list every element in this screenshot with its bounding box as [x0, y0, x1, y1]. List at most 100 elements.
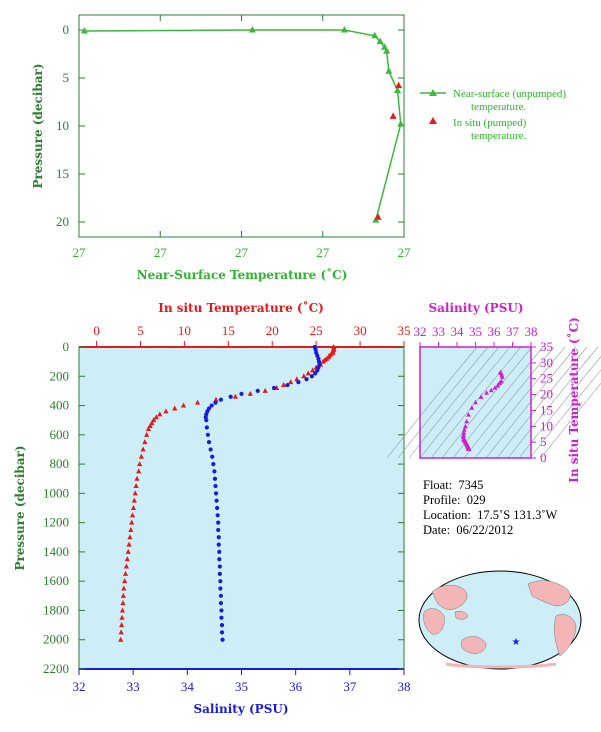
- ts-point: [492, 385, 498, 390]
- near-surface-chart: 0 5 10 15 20 27 27 27 27 27 Pressure (decibar) N…: [31, 14, 566, 282]
- salinity-point: [204, 425, 209, 430]
- temperature-point: [138, 453, 144, 459]
- map-africa-india: [423, 608, 445, 635]
- ts-point: [478, 394, 484, 399]
- in-situ-point: [389, 112, 397, 119]
- density-contour: [441, 346, 533, 459]
- top-x-tick-label: 27: [316, 245, 330, 260]
- location-value: 17.5˚S 131.3˚W: [477, 508, 558, 522]
- temperature-point: [121, 585, 127, 591]
- ts-x-tick-label: 33: [432, 324, 445, 339]
- salinity-point: [218, 586, 223, 591]
- ts-x-tick-label: 38: [525, 324, 538, 339]
- ts-point: [464, 418, 470, 424]
- near-surface-line: [84, 29, 402, 221]
- salinity-point: [218, 397, 224, 402]
- salinity-point: [212, 469, 217, 474]
- ts-point: [499, 372, 505, 377]
- salinity-point: [212, 476, 218, 481]
- salinity-point: [215, 513, 220, 518]
- profile-label: Profile:: [423, 493, 461, 507]
- salinity-point: [208, 447, 213, 452]
- float-row: Float: 7345: [423, 478, 557, 493]
- temperature-point: [129, 519, 135, 525]
- salinity-point: [218, 593, 224, 598]
- ts-point: [466, 446, 472, 452]
- ts-point: [462, 426, 467, 432]
- pressure-tick-label: 200: [50, 368, 70, 383]
- salinity-point: [219, 615, 224, 620]
- pressure-tick-label: 1200: [43, 515, 69, 530]
- temperature-point: [132, 490, 138, 496]
- legend-near-surface-label-2: temperature.: [471, 101, 527, 113]
- temperature-point: [157, 411, 163, 417]
- profile-row: Profile: 029: [423, 493, 557, 508]
- ts-x-tick-label: 35: [469, 324, 482, 339]
- temperature-point: [123, 563, 130, 569]
- ts-x-tick-label: 37: [506, 324, 520, 339]
- salinity-point: [219, 630, 225, 635]
- ts-y-tick-label: 15: [540, 402, 553, 417]
- top-y-tick-label: 0: [63, 22, 70, 37]
- ts-x-tick-label: 34: [451, 324, 465, 339]
- near-surface-point: [376, 37, 384, 45]
- salinity-tick-label: 38: [398, 679, 411, 694]
- near-surface-point: [340, 26, 348, 33]
- salinity-tick-label: 35: [235, 679, 248, 694]
- ts-y-tick-label: 10: [540, 418, 553, 433]
- salinity-point: [213, 491, 219, 496]
- temperature-point: [144, 431, 150, 437]
- temperature-point: [320, 358, 326, 364]
- float-info-panel: Float: 7345 Profile: 029 Location: 17.5˚…: [423, 478, 557, 538]
- ts-y-tick-label: 35: [540, 339, 553, 354]
- salinity-point: [296, 380, 301, 385]
- map-north-america: [527, 580, 571, 607]
- temperature-point: [172, 405, 178, 411]
- density-contour: [452, 346, 544, 459]
- temperature-point: [213, 396, 219, 402]
- temperature-point: [119, 607, 126, 613]
- salinity-point: [228, 394, 233, 399]
- salinity-point: [217, 564, 222, 569]
- temperature-point: [120, 592, 126, 598]
- ts-y-tick-label: 30: [540, 355, 553, 370]
- near-surface-point: [385, 67, 393, 74]
- salinity-point: [217, 557, 222, 562]
- temperature-point: [136, 468, 142, 474]
- ts-point: [466, 412, 471, 417]
- map-asia: [431, 584, 468, 610]
- near-surface-point: [248, 26, 256, 33]
- ts-point: [488, 387, 494, 393]
- date-value: 06/22/2012: [456, 523, 514, 537]
- date-label: Date:: [423, 523, 451, 537]
- top-y-tick-label: 5: [63, 70, 70, 85]
- temperature-point: [137, 461, 143, 467]
- salinity-point: [313, 371, 318, 376]
- temperature-point: [119, 614, 125, 620]
- density-contour: [540, 382, 601, 459]
- ts-x-tick-label: 36: [488, 324, 502, 339]
- ts-point: [499, 374, 505, 379]
- float-value: 7345: [458, 478, 484, 492]
- salinity-point: [219, 622, 225, 628]
- map-maritime-asia: [454, 610, 469, 620]
- ts-point: [462, 423, 468, 429]
- top-plot-frame: [78, 14, 405, 238]
- top-x-tick-label: 27: [154, 245, 168, 260]
- temperature-point: [125, 548, 131, 554]
- top-y-tick-label: 15: [56, 166, 69, 181]
- pressure-tick-label: 1800: [43, 602, 69, 617]
- temperature-point: [288, 379, 294, 385]
- temperature-tick-label: 15: [222, 323, 235, 338]
- salinity-axis-label: Salinity (PSU): [193, 702, 288, 716]
- pressure-tick-label: 2200: [43, 661, 69, 676]
- legend-in-situ-label-2: temperature.: [471, 130, 527, 142]
- salinity-point: [217, 549, 222, 555]
- temperature-point: [118, 629, 124, 635]
- float-location-star-icon: ★: [512, 637, 521, 648]
- pressure-tick-label: 600: [50, 427, 70, 442]
- salinity-point: [239, 391, 244, 396]
- salinity-tick-label: 37: [343, 679, 357, 694]
